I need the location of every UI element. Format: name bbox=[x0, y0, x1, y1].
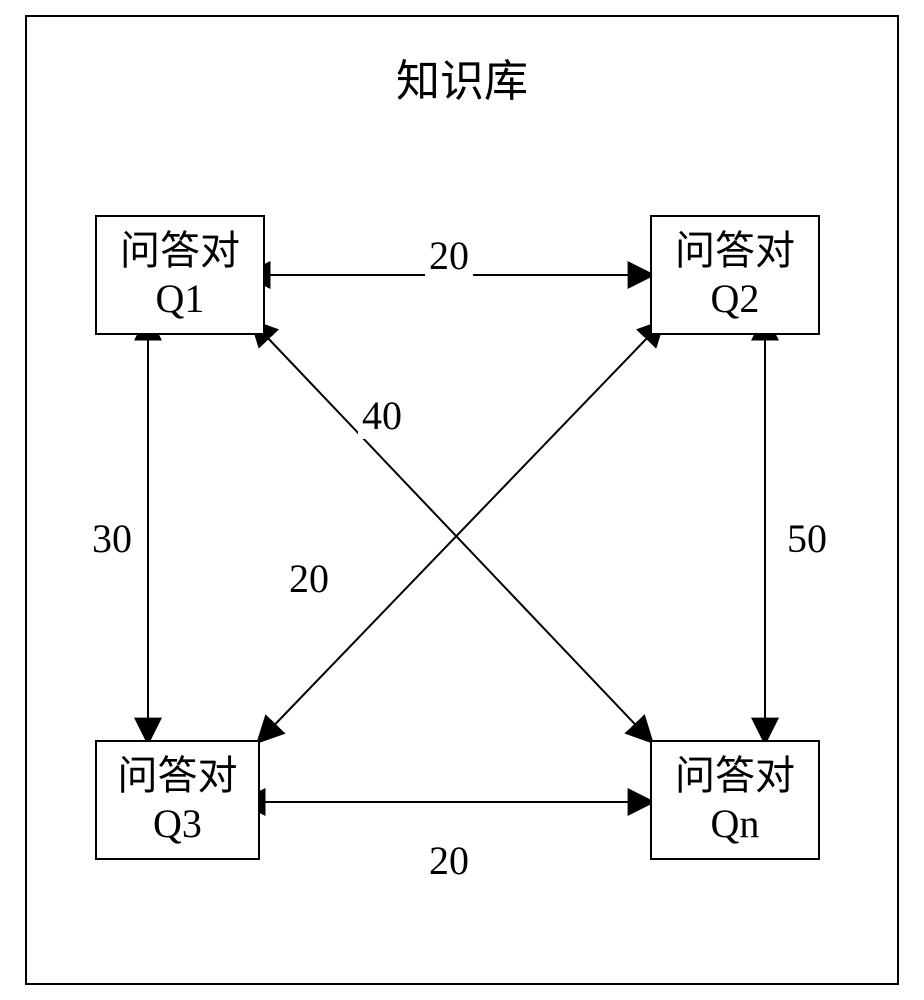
node-q2: 问答对 Q2 bbox=[650, 215, 820, 335]
edge-label-q1-q2: 20 bbox=[425, 232, 473, 279]
node-q1-line1: 问答对 bbox=[120, 227, 240, 275]
node-q1-line2: Q1 bbox=[156, 275, 205, 323]
node-q2-line2: Q2 bbox=[711, 275, 760, 323]
edge-label-q2-qn: 50 bbox=[783, 515, 831, 562]
node-q3-line1: 问答对 bbox=[118, 752, 238, 800]
node-qn-line1: 问答对 bbox=[675, 752, 795, 800]
edge-label-q2-q3: 20 bbox=[285, 555, 333, 602]
node-q3-line2: Q3 bbox=[153, 800, 202, 848]
edge-label-q1-q3: 30 bbox=[88, 515, 136, 562]
edge-label-q3-qn: 20 bbox=[425, 837, 473, 884]
node-q3: 问答对 Q3 bbox=[95, 740, 260, 860]
node-q2-line1: 问答对 bbox=[675, 227, 795, 275]
node-q1: 问答对 Q1 bbox=[95, 215, 265, 335]
edge-label-q1-qn: 40 bbox=[358, 392, 406, 439]
node-qn: 问答对 Qn bbox=[650, 740, 820, 860]
node-qn-line2: Qn bbox=[711, 800, 760, 848]
